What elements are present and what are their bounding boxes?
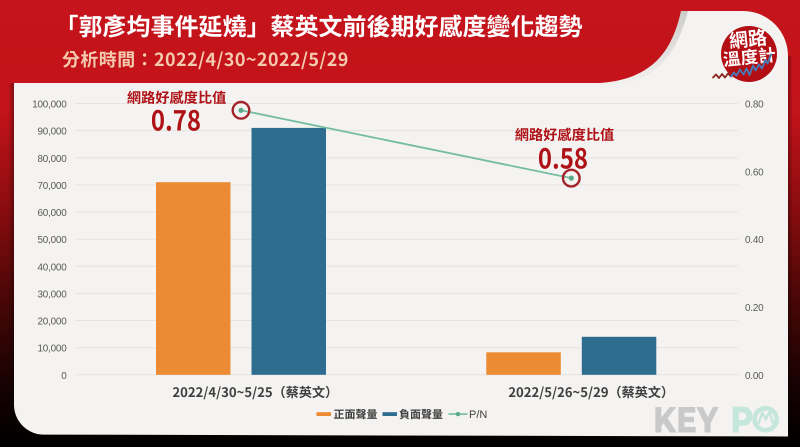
svg-text:0.20: 0.20 [745, 303, 764, 314]
svg-text:40,000: 40,000 [37, 262, 67, 273]
svg-text:100,000: 100,000 [32, 100, 67, 111]
svg-text:10,000: 10,000 [37, 344, 67, 355]
svg-text:50,000: 50,000 [37, 235, 67, 246]
svg-text:0.60: 0.60 [745, 167, 764, 178]
svg-text:60,000: 60,000 [37, 208, 67, 219]
svg-text:0.40: 0.40 [745, 235, 764, 246]
svg-text:70,000: 70,000 [37, 181, 67, 192]
svg-text:80,000: 80,000 [37, 154, 67, 165]
svg-text:20,000: 20,000 [37, 317, 67, 328]
svg-text:30,000: 30,000 [37, 289, 67, 300]
svg-text:0.00: 0.00 [745, 371, 764, 382]
svg-text:0: 0 [61, 371, 67, 382]
svg-text:90,000: 90,000 [37, 127, 67, 138]
svg-text:P/N: P/N [469, 409, 487, 421]
svg-text:0.80: 0.80 [745, 100, 764, 111]
